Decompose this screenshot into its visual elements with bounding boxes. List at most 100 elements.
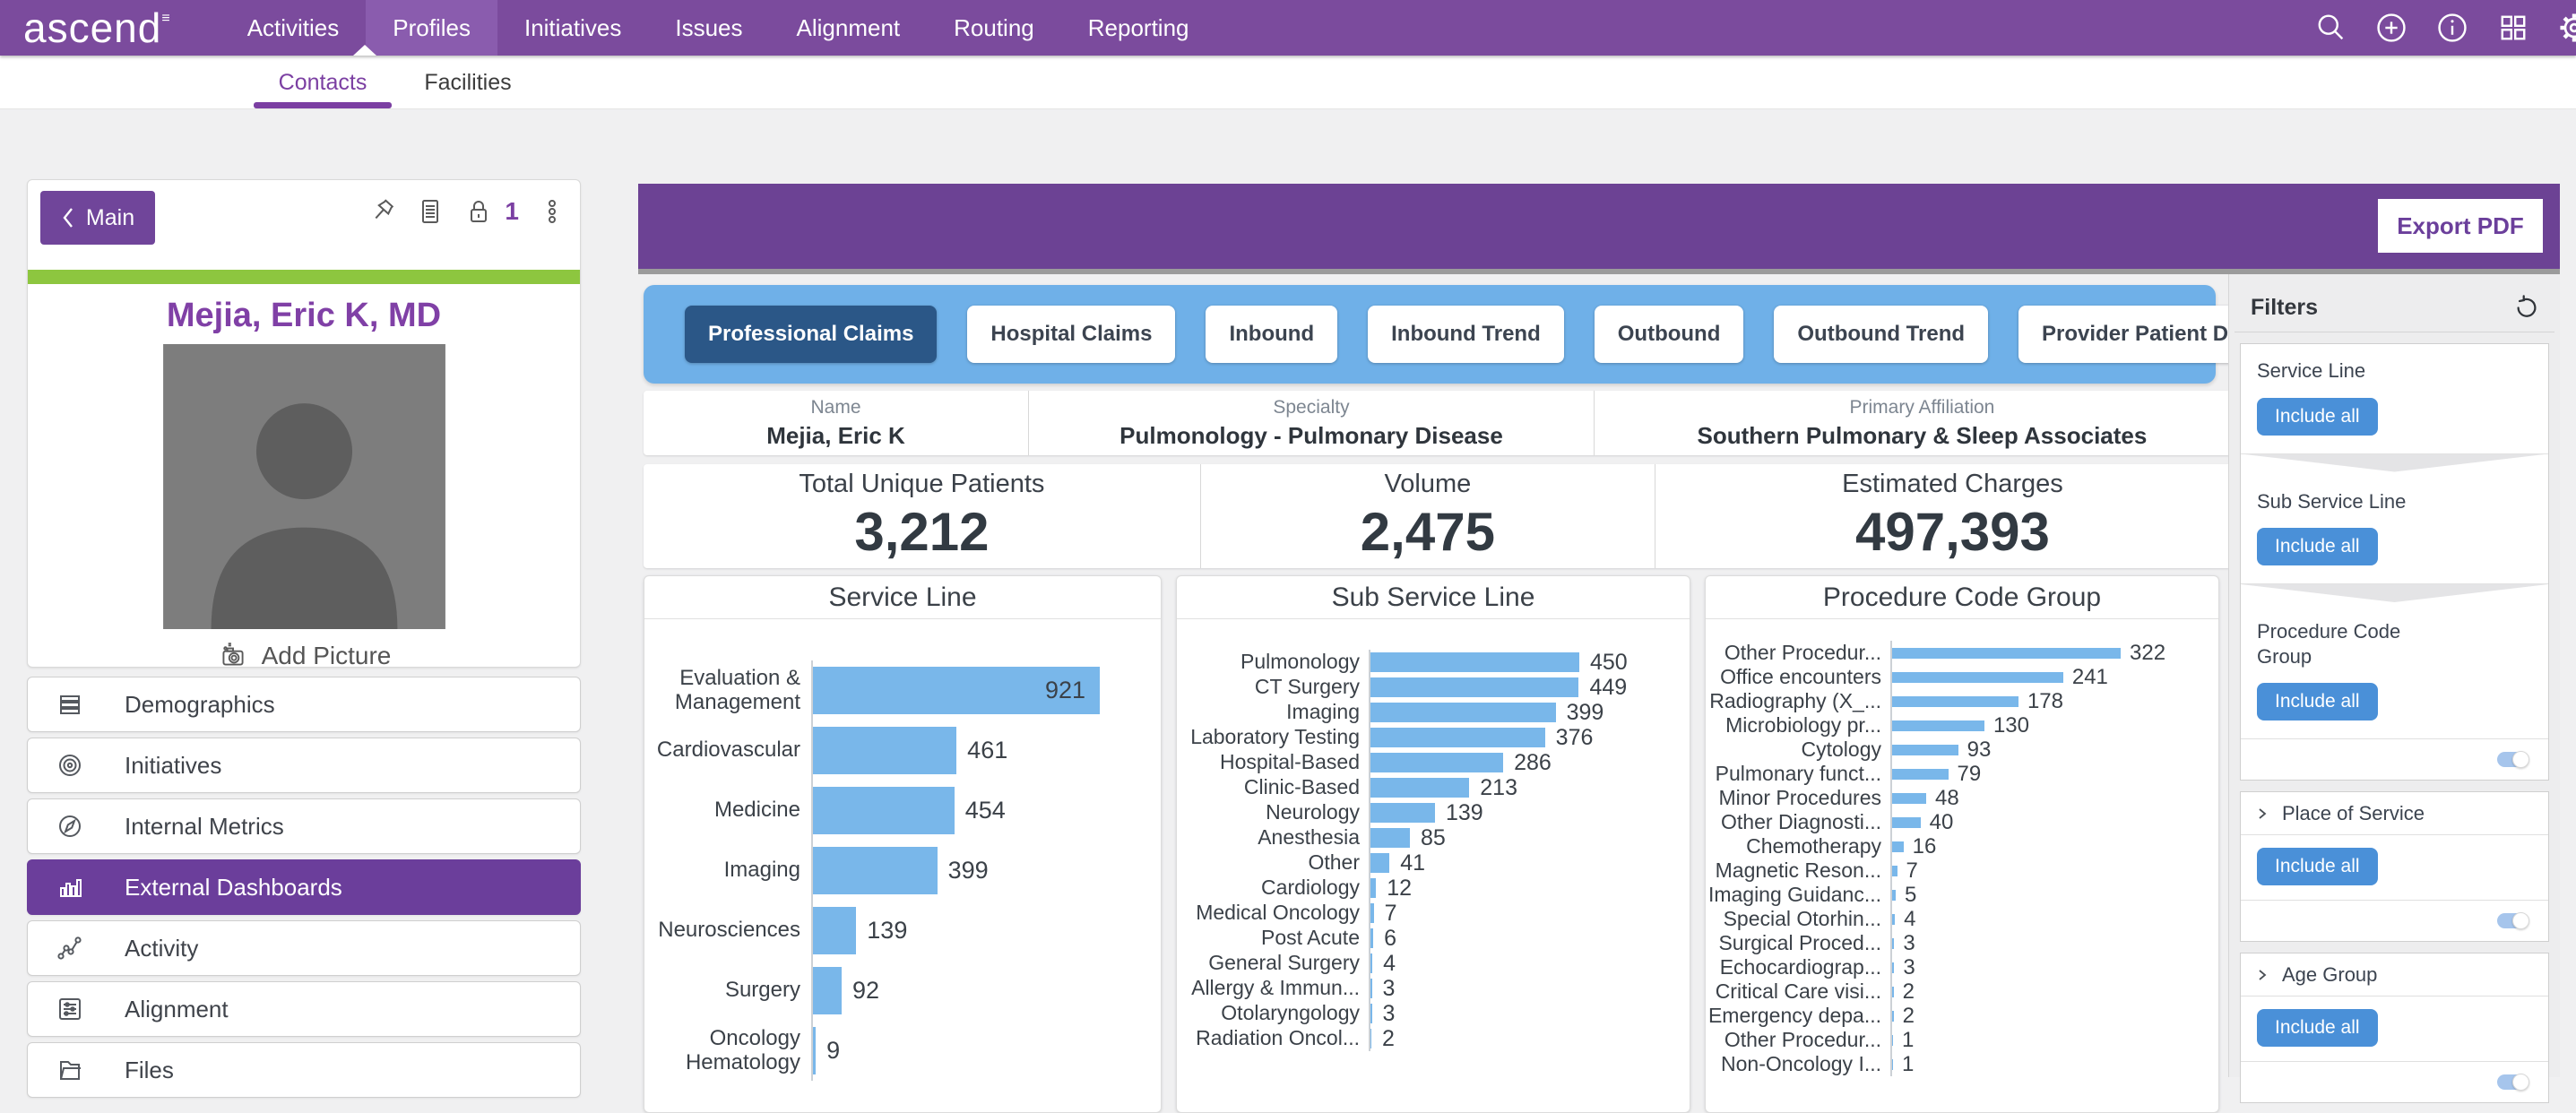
info-name: Name Mejia, Eric K xyxy=(644,391,1030,455)
menu-item-alignment[interactable]: Alignment xyxy=(27,981,581,1037)
nav-item-alignment[interactable]: Alignment xyxy=(796,13,901,41)
dash-tab-outbound[interactable]: Outbound xyxy=(1594,306,1744,363)
chart-bar[interactable] xyxy=(1370,1004,1372,1023)
search-icon[interactable] xyxy=(2312,10,2348,46)
service-line-chart-card: Service Line Evaluation & Management 921 C… xyxy=(644,575,1162,1113)
chart-bar[interactable] xyxy=(1370,652,1579,672)
dash-tab-outbound-trend[interactable]: Outbound Trend xyxy=(1774,306,1989,363)
add-picture-button[interactable]: Add Picture xyxy=(28,640,580,667)
lock-icon[interactable] xyxy=(463,196,494,227)
chart-bar[interactable] xyxy=(1892,986,1894,997)
chart-bar[interactable] xyxy=(1370,703,1556,722)
chart-bar[interactable] xyxy=(1370,878,1377,898)
chart-bar[interactable] xyxy=(1892,647,2121,659)
chart-bar[interactable] xyxy=(1370,903,1374,923)
chart-bar[interactable] xyxy=(813,907,857,954)
menu-item-demographics[interactable]: Demographics xyxy=(27,677,581,732)
dash-tab-inbound-trend[interactable]: Inbound Trend xyxy=(1368,306,1564,363)
filter-section-place-of-service[interactable]: Place of Service xyxy=(2241,792,2548,835)
chart-bar[interactable] xyxy=(813,727,957,774)
dashboard-header-shadow xyxy=(638,269,2560,274)
chart-bar[interactable] xyxy=(1892,889,1896,901)
chart-bar[interactable] xyxy=(1892,913,1896,925)
chart-title: Service Line xyxy=(644,576,1161,619)
chart-bar[interactable] xyxy=(1370,828,1410,848)
menu-item-initiatives[interactable]: Initiatives xyxy=(27,738,581,793)
chart-bar[interactable] xyxy=(1892,768,1949,780)
menu-item-files[interactable]: Files xyxy=(27,1042,581,1098)
chart-row: Otolaryngology 3 xyxy=(1177,1001,1690,1026)
chart-bar[interactable] xyxy=(1370,853,1390,873)
chart-bar[interactable] xyxy=(1370,979,1372,998)
nav-item-reporting[interactable]: Reporting xyxy=(1087,13,1189,41)
tab-contacts[interactable]: Contacts xyxy=(278,69,367,95)
chart-bar[interactable] xyxy=(1892,1034,1893,1046)
nav-item-routing[interactable]: Routing xyxy=(954,13,1034,41)
tab-facilities[interactable]: Facilities xyxy=(424,69,512,95)
chart-bar[interactable] xyxy=(1892,671,2063,683)
chart-bar[interactable] xyxy=(1892,695,2018,707)
menu-item-activity[interactable]: Activity xyxy=(27,920,581,976)
chart-bar[interactable] xyxy=(1370,778,1470,798)
chart-value-label: 3 xyxy=(1903,930,1915,955)
chart-bar[interactable] xyxy=(813,847,938,894)
nav-item-activities[interactable]: Activities xyxy=(246,13,340,41)
chart-bar[interactable] xyxy=(1370,677,1579,697)
info-circle-icon[interactable] xyxy=(2434,10,2470,46)
include-all-button[interactable]: Include all xyxy=(2257,397,2378,436)
filter-card-primary: Service Line Include all Sub Service Lin… xyxy=(2240,343,2549,781)
chart-bar[interactable] xyxy=(1370,753,1504,772)
document-icon[interactable] xyxy=(415,196,445,227)
chart-bar[interactable] xyxy=(1892,962,1895,973)
export-pdf-button[interactable]: Export PDF xyxy=(2378,199,2543,253)
nav-item-issues[interactable]: Issues xyxy=(675,13,743,41)
chart-bar[interactable] xyxy=(813,787,955,834)
chart-bar[interactable] xyxy=(1370,953,1373,973)
chart-bar[interactable] xyxy=(1370,1029,1372,1048)
filter-section-age-group[interactable]: Age Group xyxy=(2241,953,2548,997)
chart-category-label: Imaging xyxy=(723,858,800,883)
chart-bar[interactable] xyxy=(1892,792,1926,804)
chart-bar[interactable] xyxy=(1892,865,1897,876)
chart-bar[interactable] xyxy=(1892,720,1984,731)
chart-bar[interactable] xyxy=(1892,816,1921,828)
include-all-button[interactable]: Include all xyxy=(2257,1009,2378,1047)
chart-row: Echocardiograp... 3 xyxy=(1706,955,2218,979)
pin-icon[interactable] xyxy=(367,196,397,227)
dash-tab-professional-claims[interactable]: Professional Claims xyxy=(685,306,938,363)
menu-item-internal-metrics[interactable]: Internal Metrics xyxy=(27,798,581,854)
include-all-button[interactable]: Include all xyxy=(2257,528,2378,565)
chart-bar[interactable] xyxy=(813,1027,817,1074)
nav-item-initiatives[interactable]: Initiatives xyxy=(523,13,622,41)
apps-grid-icon[interactable] xyxy=(2495,10,2531,46)
avatar-placeholder xyxy=(162,344,445,629)
chart-bar[interactable] xyxy=(1892,1058,1893,1070)
back-to-main-button[interactable]: Main xyxy=(40,191,155,245)
reset-icon[interactable] xyxy=(2513,294,2540,321)
dash-tab-inbound[interactable]: Inbound xyxy=(1206,306,1338,363)
chart-bar[interactable] xyxy=(1892,1010,1894,1022)
menu-item-external-dashboards[interactable]: External Dashboards xyxy=(27,859,581,915)
kebab-menu-icon[interactable] xyxy=(537,196,567,227)
chart-bar[interactable] xyxy=(1892,841,1904,852)
chart-bar[interactable] xyxy=(1892,744,1958,755)
filter-expand-notch[interactable] xyxy=(2241,453,2548,475)
chart-category-label: Emergency depa... xyxy=(1707,1003,1881,1027)
chart-bar[interactable] xyxy=(1370,928,1374,948)
chart-bar[interactable] xyxy=(813,967,842,1014)
plus-circle-icon[interactable] xyxy=(2373,10,2409,46)
chart-bar[interactable] xyxy=(1370,728,1545,747)
filter-expand-notch[interactable] xyxy=(2241,583,2548,605)
filter-toggle[interactable] xyxy=(2497,912,2529,929)
chart-row: Clinic-Based 213 xyxy=(1177,775,1690,800)
chart-bar[interactable] xyxy=(1370,803,1435,823)
nav-item-profiles[interactable]: Profiles xyxy=(366,0,497,56)
settings-gear-icon[interactable] xyxy=(2556,10,2576,46)
dash-tab-hospital-claims[interactable]: Hospital Claims xyxy=(967,306,1176,363)
chart-bar[interactable] xyxy=(1892,937,1895,949)
chart-bar[interactable]: 921 xyxy=(813,667,1100,714)
chart-value-label: 85 xyxy=(1421,824,1446,850)
include-all-button[interactable]: Include all xyxy=(2257,683,2378,720)
include-all-button[interactable]: Include all xyxy=(2257,848,2378,885)
filter-toggle[interactable] xyxy=(2497,751,2529,768)
